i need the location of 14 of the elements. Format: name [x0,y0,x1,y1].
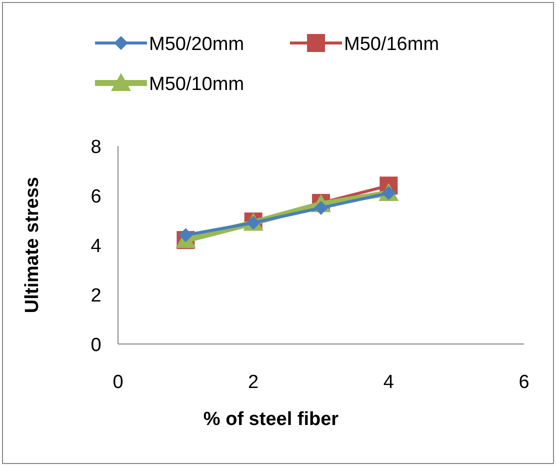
x-tick-label: 0 [112,372,124,393]
legend-label: M50/16mm [344,34,440,55]
legend-label: M50/20mm [149,34,244,55]
y-tick-label: 2 [90,286,102,306]
x-axis-title: % of steel fiber [203,409,340,430]
x-tick-label: 6 [518,372,530,393]
x-tick-label: 2 [248,372,259,393]
y-tick-label: 6 [90,186,102,208]
y-tick-label: 8 [90,137,102,158]
y-tick-label: 0 [90,335,102,356]
y-tick-label: 4 [90,236,102,257]
legend-label: M50/10mm [149,74,244,95]
y-axis-title: Ultimate stress [22,176,43,314]
x-tick-label: 4 [383,372,394,393]
